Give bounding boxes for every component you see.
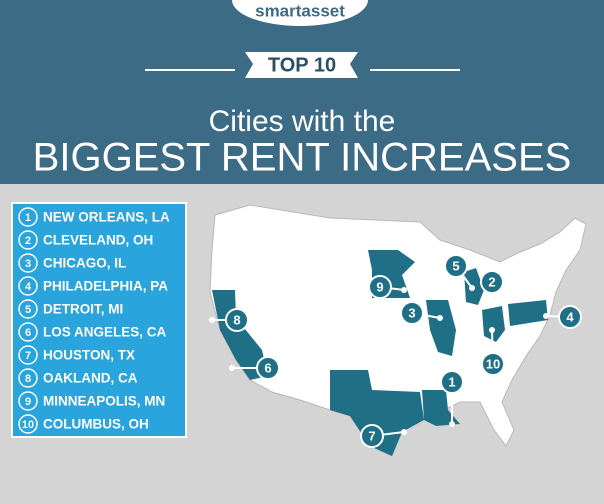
map-marker xyxy=(444,254,468,278)
map-marker-number: 3 xyxy=(408,305,415,320)
header-band xyxy=(0,0,604,184)
map-marker xyxy=(368,275,392,299)
rank-circle xyxy=(18,345,38,365)
city-name: HOUSTON, TX xyxy=(43,348,135,363)
brand: smartasset xyxy=(255,1,345,20)
rank-number: 8 xyxy=(25,373,31,385)
rank-number: 5 xyxy=(25,304,31,316)
state-il xyxy=(426,300,456,356)
map-marker-number: 7 xyxy=(368,428,375,443)
rank-number: 2 xyxy=(25,235,31,247)
logo-badge xyxy=(232,0,368,26)
city-name: MINNEAPOLIS, MN xyxy=(43,394,165,409)
rank-circle xyxy=(18,253,38,273)
city-name: CHICAGO, IL xyxy=(43,256,126,271)
city-name: NEW ORLEANS, LA xyxy=(43,210,170,225)
map-marker xyxy=(558,305,582,329)
city-name: LOS ANGELES, CA xyxy=(43,325,167,340)
map-marker-number: 2 xyxy=(488,274,495,289)
leader-dot xyxy=(209,317,215,323)
map-marker-number: 8 xyxy=(233,312,240,327)
rank-circle xyxy=(18,276,38,296)
map xyxy=(209,204,587,457)
rank-number: 4 xyxy=(25,281,32,293)
rank-number: 6 xyxy=(25,327,31,339)
leader-dot xyxy=(401,287,407,293)
city-name: DETROIT, MI xyxy=(43,302,123,317)
state-pa xyxy=(508,300,548,326)
leader-dot xyxy=(229,365,235,371)
rank-circle xyxy=(18,207,38,227)
title-line2: BIGGEST RENT INCREASES xyxy=(33,136,572,180)
rank-circle xyxy=(18,391,38,411)
city-name: OAKLAND, CA xyxy=(43,371,138,386)
leader-dot xyxy=(401,429,407,435)
map-marker xyxy=(480,270,504,294)
leader-dot xyxy=(449,421,455,427)
rank-number: 10 xyxy=(22,419,34,431)
us-outline xyxy=(209,204,587,457)
badge-text: TOP 10 xyxy=(268,54,336,76)
state-oh xyxy=(482,306,505,342)
state-tx xyxy=(330,370,424,456)
map-marker-number: 9 xyxy=(376,279,383,294)
city-name: COLUMBUS, OH xyxy=(43,417,149,432)
rank-number: 7 xyxy=(25,350,31,362)
rank-circle xyxy=(18,230,38,250)
map-marker-number: 4 xyxy=(566,309,574,324)
leader-dot xyxy=(481,297,487,303)
map-marker xyxy=(400,301,424,325)
map-marker-number: 1 xyxy=(448,374,455,389)
highlighted-states xyxy=(212,250,548,456)
state-la xyxy=(422,390,460,426)
map-marker-number: 6 xyxy=(264,360,271,375)
map-marker xyxy=(360,424,384,448)
map-marker xyxy=(225,308,249,332)
map-marker-number: 10 xyxy=(486,356,500,371)
leader-dot xyxy=(437,315,443,321)
leader-dot xyxy=(489,327,495,333)
map-marker xyxy=(481,352,505,376)
rank-circle xyxy=(18,414,38,434)
rank-number: 3 xyxy=(25,258,31,270)
map-marker xyxy=(256,356,280,380)
badge-ribbon xyxy=(245,52,358,78)
leader-dot xyxy=(543,313,549,319)
city-name: CLEVELAND, OH xyxy=(43,233,153,248)
title-line1: Cities with the xyxy=(209,105,396,138)
state-ca xyxy=(212,290,268,380)
city-name: PHILADELPHIA, PA xyxy=(43,279,168,294)
rank-number: 1 xyxy=(25,212,31,224)
rank-number: 9 xyxy=(25,396,31,408)
rank-circle xyxy=(18,368,38,388)
rank-circle xyxy=(18,322,38,342)
map-marker xyxy=(440,370,464,394)
list-panel xyxy=(11,202,187,438)
leader-dot xyxy=(469,285,475,291)
rank-circle xyxy=(18,299,38,319)
map-marker-number: 5 xyxy=(452,258,459,273)
